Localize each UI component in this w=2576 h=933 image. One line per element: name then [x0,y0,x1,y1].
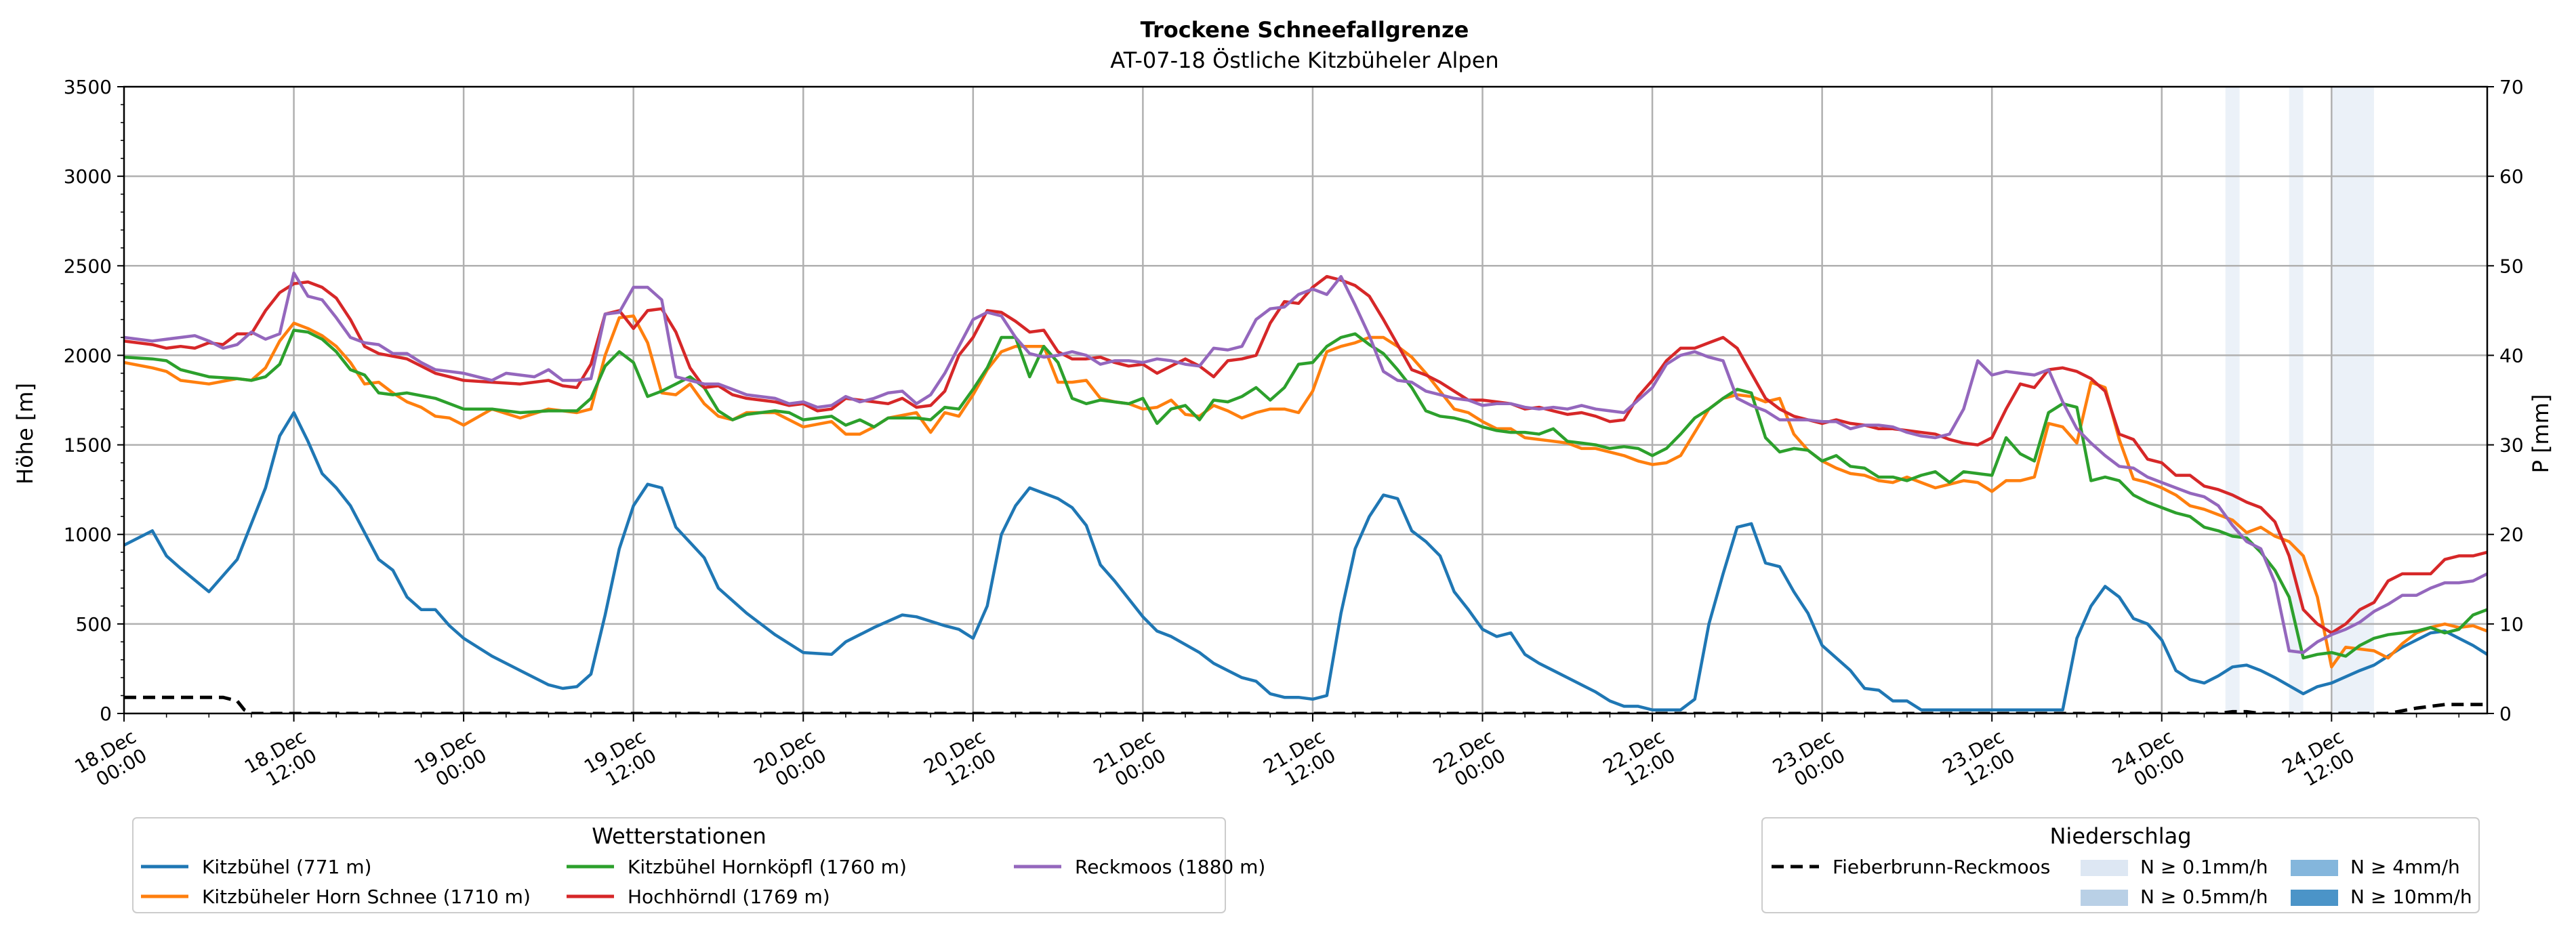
series-layer [124,271,2487,713]
series-line-1 [124,314,2487,669]
legend1-entry: Reckmoos (1880 m) [1075,856,1265,878]
legend2-level-label: N ≥ 0.1mm/h [2140,856,2268,878]
xtick-label: 24.Dec12:00 [2278,725,2358,797]
legend2-level-label: N ≥ 4mm/h [2350,856,2460,878]
xtick-label: 20.Dec00:00 [750,725,830,797]
ytick-label: 1000 [64,524,112,546]
ytick-label: 3000 [64,165,112,188]
xtick-label: 19.Dec12:00 [580,725,660,797]
legend2-level-swatch [2291,860,2338,876]
ytick-label: 2500 [64,255,112,277]
ytick-label: 500 [76,613,112,636]
y2tick-label: 0 [2499,703,2512,725]
legend1-box [132,817,1226,913]
y2-axis-label: P [mm] [2528,394,2554,474]
y2tick-label: 50 [2499,255,2524,277]
xtick-label: 21.Dec12:00 [1259,725,1339,797]
ytick-label: 1500 [64,434,112,457]
xtick-label: 20.Dec12:00 [920,725,1000,797]
chart-title: Trockene Schneefallgrenze [1141,17,1469,43]
legend2-level-swatch [2081,890,2128,906]
xtick-label: 23.Dec00:00 [1769,725,1849,797]
precip-bar-0 [2225,87,2240,713]
y2tick-label: 30 [2499,434,2524,457]
legend2-level-label: N ≥ 10mm/h [2350,886,2472,908]
series-line-0 [124,411,2487,711]
ytick-label: 3500 [64,76,112,98]
precip-bar-2 [2331,87,2374,713]
precip-bar-1 [2289,87,2304,713]
xtick-label: 22.Dec00:00 [1429,725,1509,797]
legend1-entry: Hochhörndl (1769 m) [628,886,830,908]
plot-frame [123,85,2489,715]
legend-precipitation: Niederschlag Fieberbrunn-Reckmoos N ≥ 0.1m… [1761,817,2480,913]
series-line-4 [124,271,2487,655]
legend2-level-swatch [2081,860,2128,876]
xtick-label: 23.Dec12:00 [1939,725,2019,797]
y2tick-label: 10 [2499,613,2524,636]
xtick-label: 18.Dec00:00 [71,725,151,797]
y2tick-label: 60 [2499,165,2524,188]
xtick-label: 24.Dec00:00 [2108,725,2188,797]
y2tick-label: 70 [2499,76,2524,98]
y2tick-label: 20 [2499,524,2524,546]
legend1-entry: Kitzbüheler Horn Schnee (1710 m) [202,886,531,908]
legend2-title: Niederschlag [2049,823,2191,849]
y2tick-label: 40 [2499,344,2524,367]
xtick-label: 22.Dec12:00 [1599,725,1679,797]
grid [124,87,2487,713]
xtick-label: 19.Dec00:00 [411,725,491,797]
xtick-label: 21.Dec00:00 [1090,725,1170,797]
precipitation-bars [2225,87,2374,713]
axes: 0 500 1000 1500 2000 2500 3000 3500 0 10 20 30 40 50 6… [64,76,2524,797]
legend2-line-label: Fieberbrunn-Reckmoos [1833,856,2050,878]
legend1-title: Wetterstationen [592,823,766,849]
series-line-2 [124,329,2487,660]
y-axis-label: Höhe [m] [12,383,38,484]
ytick-label: 2000 [64,344,112,367]
chart-subtitle: AT-07-18 Östliche Kitzbüheler Alpen [1110,47,1498,73]
legend2-level-swatch [2291,890,2338,906]
xtick-label: 18.Dec12:00 [241,725,321,797]
legend1-entry: Kitzbühel Hornköpfl (1760 m) [628,856,907,878]
legend1-entry: Kitzbühel (771 m) [202,856,371,878]
ytick-label: 0 [100,703,112,725]
precip-line [124,695,2487,713]
series-line-3 [124,274,2487,635]
legend2-level-label: N ≥ 0.5mm/h [2140,886,2268,908]
legend-stations: Wetterstationen Kitzbühel (771 m) Kitzbühe… [132,817,1265,913]
